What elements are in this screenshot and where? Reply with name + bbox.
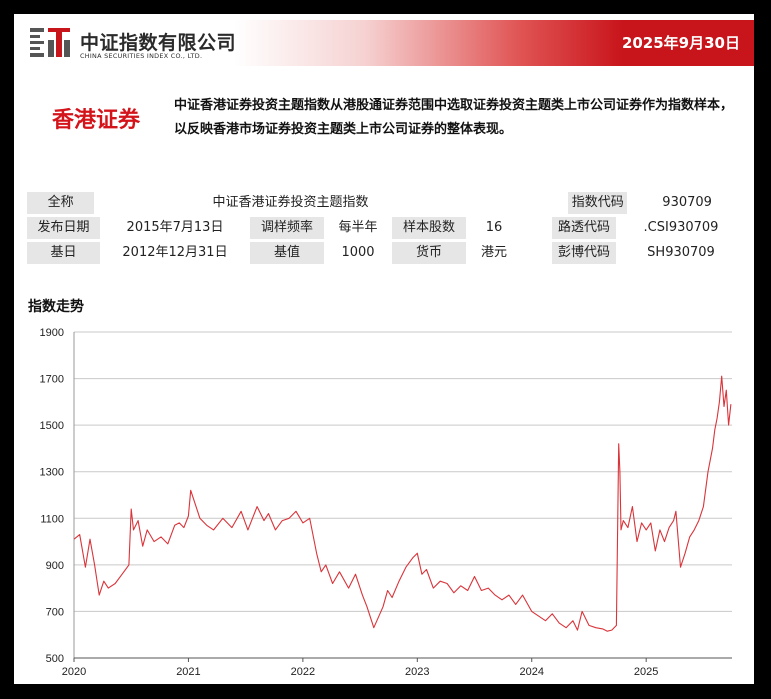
y-tick-label: 1900 <box>40 327 64 339</box>
header-band <box>234 20 754 66</box>
currency-label: 货币 <box>392 242 466 264</box>
base-date-value: 2012年12月31日 <box>122 245 228 260</box>
company-name-en: CHINA SECURITIES INDEX CO., LTD. <box>80 52 203 60</box>
x-axis-ticks: 2020 2021 2022 2023 2024 2025 <box>62 657 732 678</box>
y-tick-label: 1700 <box>40 374 64 386</box>
header: 中证指数有限公司 CHINA SECURITIES INDEX CO., LTD… <box>14 14 754 70</box>
x-tick-label: 2025 <box>634 666 658 678</box>
rebalance-label: 调样频率 <box>250 217 324 239</box>
plot-area <box>74 332 732 658</box>
y-tick-label: 1100 <box>40 513 64 525</box>
index-factsheet: 中证指数有限公司 CHINA SECURITIES INDEX CO., LTD… <box>14 14 754 684</box>
launch-date-label: 发布日期 <box>27 217 100 239</box>
chart-series <box>73 375 732 632</box>
index-short-name: 香港证券 <box>52 108 141 133</box>
currency-value: 港元 <box>480 245 507 260</box>
info-table: 全称 中证香港证券投资主题指数 指数代码 930709 发布日期 2015年7月… <box>27 191 747 266</box>
chart-title: 指数走势 <box>28 299 84 315</box>
info-row: 基日 2012年12月31日 基值 1000 货币 港元 彭博代码 SH9307… <box>27 241 747 265</box>
index-code-value: 930709 <box>662 195 712 210</box>
x-tick-label: 2023 <box>405 666 429 678</box>
reuters-code-label: 路透代码 <box>552 217 616 239</box>
base-date-label: 基日 <box>27 242 100 264</box>
base-value-label: 基值 <box>250 242 324 264</box>
constituents-label: 样本股数 <box>392 217 466 239</box>
report-date: 2025年9月30日 <box>621 34 740 52</box>
company-name-cn: 中证指数有限公司 <box>80 32 237 54</box>
info-row: 全称 中证香港证券投资主题指数 指数代码 930709 <box>27 191 747 215</box>
y-tick-label: 700 <box>46 606 64 618</box>
launch-date-value: 2015年7月13日 <box>126 220 224 235</box>
constituents-value: 16 <box>485 220 503 235</box>
x-tick-label: 2020 <box>62 666 86 678</box>
index-code-label: 指数代码 <box>568 192 628 214</box>
y-tick-label: 1500 <box>40 420 64 432</box>
y-tick-label: 500 <box>46 653 64 665</box>
bloomberg-code-value: SH930709 <box>647 245 715 260</box>
y-tick-label: 900 <box>46 560 64 572</box>
x-tick-label: 2022 <box>291 666 315 678</box>
chart-grid <box>74 331 732 659</box>
full-name-label: 全称 <box>27 192 95 214</box>
reuters-code-value: .CSI930709 <box>643 220 719 235</box>
x-tick-label: 2021 <box>176 666 200 678</box>
index-series-line <box>73 375 732 632</box>
bloomberg-code-label: 彭博代码 <box>552 242 616 264</box>
index-description: 中证香港证券投资主题指数从港股通证券范围中选取证券投资主题类上市公司证券作为指数… <box>174 98 734 137</box>
y-axis-ticks: 500 700 900 1100 1300 1500 1700 1900 <box>40 327 75 665</box>
csi-logo-icon <box>30 28 70 57</box>
info-row: 发布日期 2015年7月13日 调样频率 每半年 样本股数 16 路透代码 .C… <box>27 216 747 240</box>
x-tick-label: 2024 <box>519 666 543 678</box>
full-name-value: 中证香港证券投资主题指数 <box>212 195 369 210</box>
rebalance-value: 每半年 <box>338 220 378 235</box>
base-value-value: 1000 <box>341 245 375 260</box>
y-tick-label: 1300 <box>40 467 64 479</box>
